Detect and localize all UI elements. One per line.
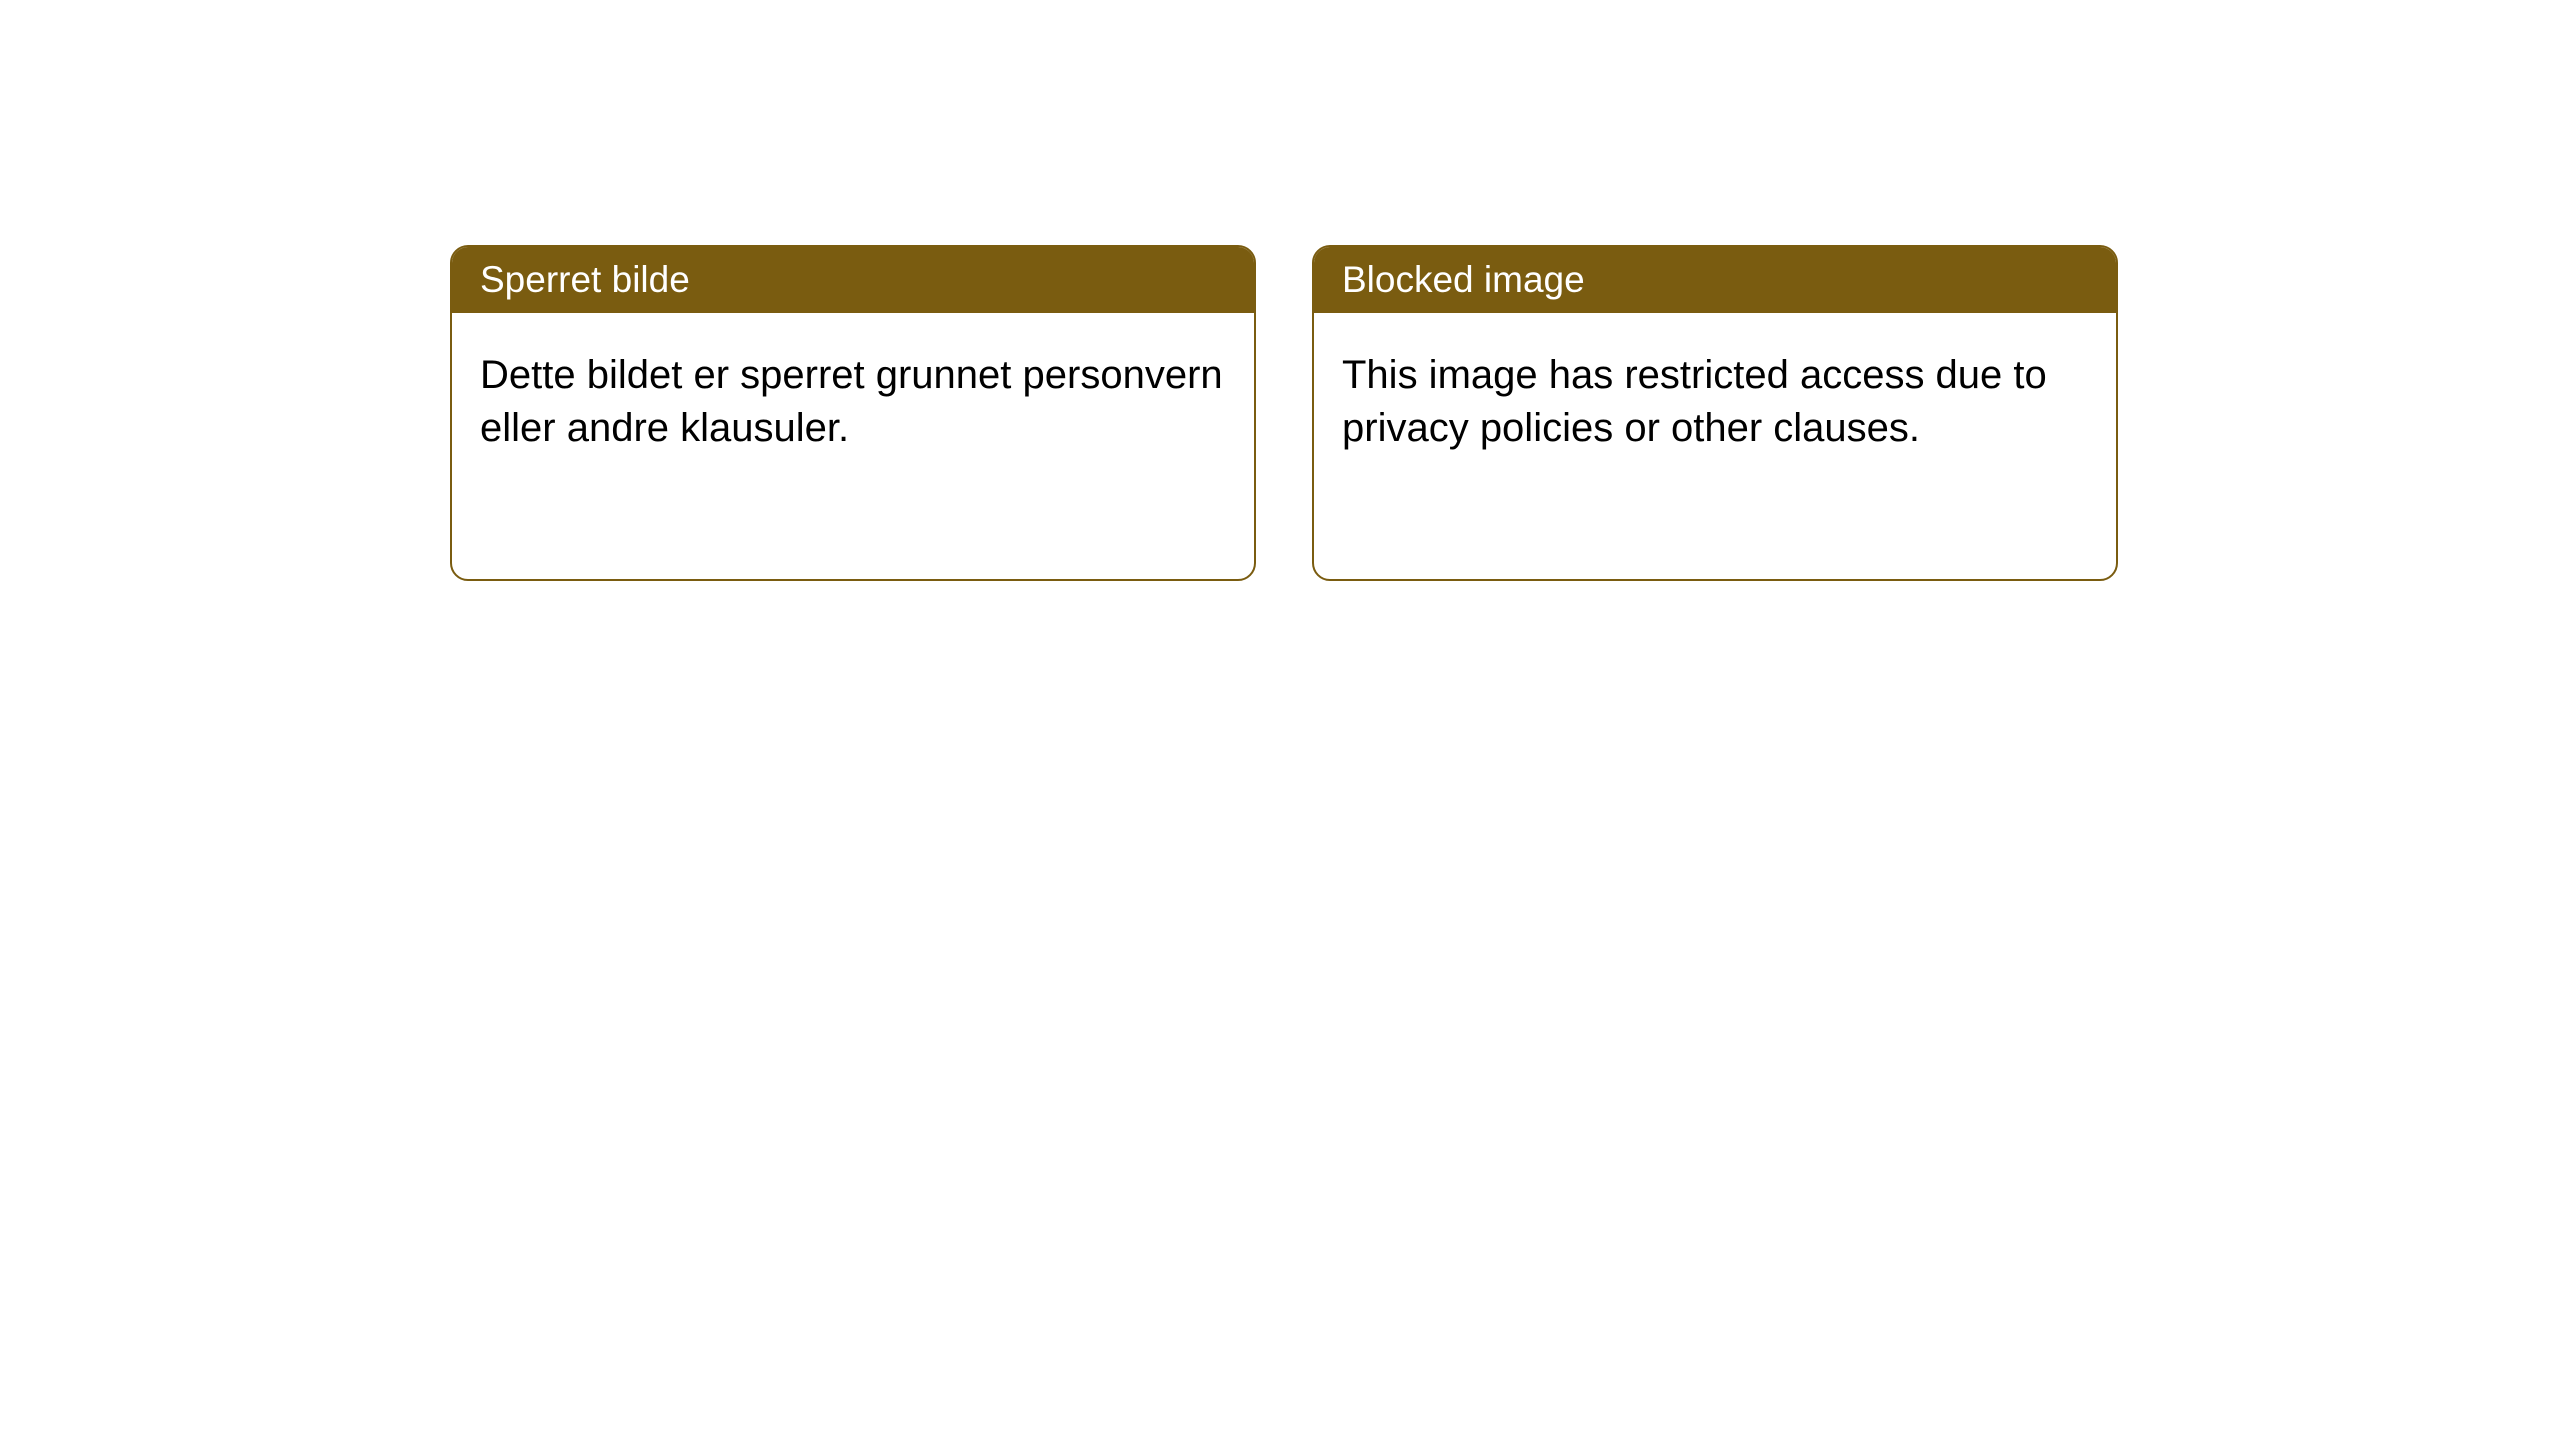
notice-text-norwegian: Dette bildet er sperret grunnet personve…: [480, 353, 1223, 450]
notice-header-norwegian: Sperret bilde: [452, 247, 1254, 313]
notice-container: Sperret bilde Dette bildet er sperret gr…: [450, 245, 2118, 581]
notice-title-norwegian: Sperret bilde: [480, 259, 690, 300]
notice-body-english: This image has restricted access due to …: [1314, 313, 2116, 491]
notice-text-english: This image has restricted access due to …: [1342, 353, 2047, 450]
notice-title-english: Blocked image: [1342, 259, 1585, 300]
notice-body-norwegian: Dette bildet er sperret grunnet personve…: [452, 313, 1254, 491]
notice-box-norwegian: Sperret bilde Dette bildet er sperret gr…: [450, 245, 1256, 581]
notice-header-english: Blocked image: [1314, 247, 2116, 313]
notice-box-english: Blocked image This image has restricted …: [1312, 245, 2118, 581]
